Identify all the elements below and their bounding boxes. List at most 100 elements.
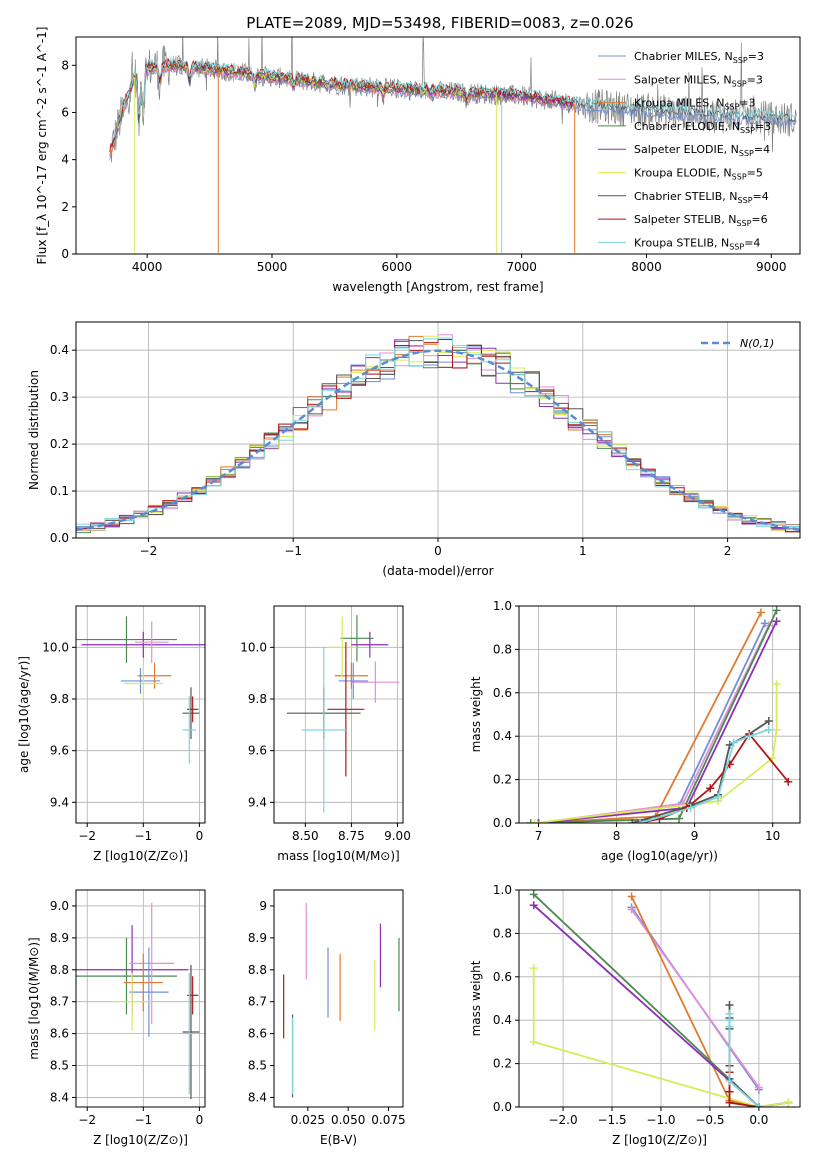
x-tick-label: 0.075 [371, 1113, 405, 1127]
errorbar-point [327, 642, 365, 777]
legend-entry: Salpeter MILES, NSSP=3 [634, 73, 763, 88]
y-tick-label: 0.6 [493, 970, 512, 984]
errorbar-point [351, 661, 400, 703]
errorbar-point [340, 615, 374, 662]
axes-frame [518, 605, 801, 824]
y-tick-label: 8.6 [248, 1027, 267, 1041]
y-tick-label: 8.6 [50, 1027, 69, 1041]
plot-area [283, 902, 400, 1098]
y-tick-label: 0.6 [493, 686, 512, 700]
plus-marker [764, 717, 773, 726]
y-tick-label: 8.8 [50, 963, 69, 977]
y-tick-label: 9 [259, 899, 267, 913]
plus-marker [754, 1103, 763, 1107]
x-tick-label: 8.50 [292, 829, 319, 843]
plus-marker [772, 680, 781, 689]
panel-mass-weight-vs-age: 7 8 9 10 0.0 0.2 0.4 0.6 0.8 1.0 age (log10(age/yr… [469, 599, 801, 863]
plus-marker [764, 725, 773, 734]
x-tick-label: 0 [434, 544, 442, 558]
plus-marker [784, 777, 793, 786]
errorbar-point [327, 616, 357, 679]
y-tick-label: 0.2 [50, 437, 69, 451]
plot-area [529, 890, 793, 1107]
x-tick-label: 0 [196, 829, 204, 843]
x-tick-label: −2 [78, 829, 96, 843]
plus-marker [725, 1022, 734, 1031]
plus-marker [530, 819, 539, 823]
y-tick-label: 8.4 [248, 1090, 267, 1104]
x-tick-label: 9.00 [384, 829, 411, 843]
axes-frame [75, 889, 206, 1108]
plus-marker [768, 753, 777, 762]
legend-entry: Kroupa ELODIE, NSSP=5 [634, 167, 763, 182]
y-tick-label: 0.8 [493, 926, 512, 940]
model-line [113, 62, 575, 147]
plot-area [76, 902, 200, 1100]
panel-spectrum: 4000 5000 6000 7000 8000 9000 0 2 4 6 8 wavelength … [35, 27, 801, 294]
plus-marker [725, 1001, 734, 1010]
mass-weight-line [538, 623, 766, 823]
x-tick-label: −2 [140, 544, 158, 558]
errorbar-point [182, 687, 200, 740]
x-tick-label: 9000 [756, 260, 787, 274]
mass-weight-line [639, 728, 770, 823]
y-tick-label: 8.7 [50, 995, 69, 1009]
panel-mass-vs-EBV: 0.025 0.050 0.075 8.4 8.5 8.6 8.7 8.8 8.9 9 E(B-V) [248, 889, 406, 1147]
gridlines [76, 890, 205, 1107]
ticks: −2 −1 0 8.4 8.5 8.6 8.7 8.8 8.9 9.0 [50, 899, 203, 1127]
x-axis-label: Z [log10(Z/Z⊙)] [93, 849, 188, 863]
errorbar-point [183, 972, 195, 1095]
plus-marker [534, 819, 543, 823]
ticks: 4000 5000 6000 7000 8000 9000 0 2 4 6 8 [61, 58, 786, 274]
axes-frame [518, 889, 801, 1108]
plus-marker [725, 1087, 734, 1096]
y-tick-label: 8.9 [248, 931, 267, 945]
mass-weight-line [538, 612, 762, 823]
plus-marker [686, 803, 695, 812]
plus-marker [772, 617, 781, 626]
ticks: −2 −1 0 1 2 0.0 0.1 0.2 0.3 0.4 [50, 343, 732, 558]
plus-marker [675, 814, 684, 823]
y-tick-label: 0.0 [50, 531, 69, 545]
x-tick-label: −2.0 [548, 1113, 577, 1127]
x-tick-label: 4000 [132, 260, 163, 274]
plot-area [76, 616, 205, 764]
gaussian-curve [76, 349, 800, 532]
mass-weight-line [534, 684, 778, 823]
legend-entry: Kroupa STELIB, NSSP=4 [634, 236, 760, 251]
y-tick-label: 8 [61, 58, 69, 72]
plot-area [526, 606, 793, 823]
errorbar-point [338, 662, 368, 699]
axes-frame [75, 605, 206, 824]
legend-entry: Chabrier ELODIE, NSSP=3 [634, 120, 771, 135]
y-tick-label: 0.8 [493, 642, 512, 656]
plus-marker [529, 1037, 538, 1046]
x-tick-label: 7 [535, 829, 543, 843]
x-tick-label: 9 [691, 829, 699, 843]
mass-weight-line [532, 968, 789, 1107]
model-line [111, 61, 575, 145]
y-tick-label: 6 [61, 105, 69, 119]
plus-marker [725, 1098, 734, 1107]
x-tick-label: 10 [765, 829, 780, 843]
y-tick-label: 0.2 [493, 773, 512, 787]
plus-marker [714, 792, 723, 801]
plus-marker [756, 608, 765, 617]
ticks: −2 −1 0 9.4 9.6 9.8 10.0 [42, 640, 203, 843]
x-tick-label: −1 [134, 829, 152, 843]
y-tick-label: 1.0 [493, 883, 512, 897]
x-axis-label: age (log10(age/yr)) [601, 849, 718, 863]
y-axis-label: Normed distribution [27, 370, 41, 490]
y-axis-label: Flux [f_λ 10^-17 erg cm^-2 s^-1 A^-1] [35, 27, 49, 265]
ticks: −2.0 −1.5 −1.0 −0.5 0.0 0.0 0.2 0.4 0.6 0.8 1.0 [493, 883, 769, 1127]
x-axis-label: Z [log10(Z/Z⊙)] [93, 1133, 188, 1147]
y-tick-label: 0.2 [493, 1057, 512, 1071]
model-line [109, 63, 575, 157]
axes-frame [75, 36, 801, 255]
errorbar-point [182, 696, 197, 764]
errorbar-point [334, 662, 368, 689]
errorbar-point [123, 953, 163, 1012]
y-tick-label: 9.6 [248, 744, 267, 758]
panel-age-vs-mass: 8.50 8.75 9.00 9.4 9.6 9.8 10.0 mass [log10(M/M… [240, 605, 411, 863]
